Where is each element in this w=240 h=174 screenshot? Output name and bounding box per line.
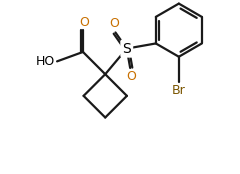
Text: O: O	[126, 70, 136, 83]
Text: HO: HO	[36, 55, 55, 68]
Text: S: S	[122, 42, 131, 56]
Text: O: O	[109, 18, 120, 30]
Text: O: O	[79, 16, 89, 29]
Text: Br: Br	[172, 84, 186, 97]
